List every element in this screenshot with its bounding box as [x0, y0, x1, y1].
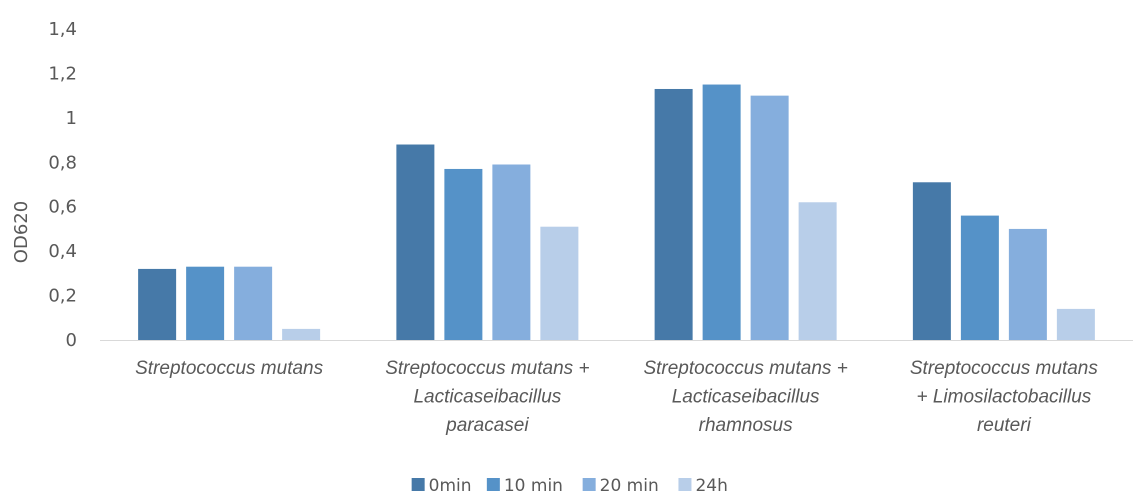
bar — [750, 95, 789, 341]
y-tick-label: 0 — [66, 330, 77, 351]
legend-swatch — [486, 478, 500, 491]
bars — [138, 84, 1095, 341]
legend-label: 20 min — [600, 476, 659, 496]
bar — [444, 168, 483, 340]
y-tick-label: 0,8 — [48, 152, 77, 173]
y-tick-label: 1,4 — [48, 19, 77, 40]
bar — [396, 144, 435, 340]
y-tick-label: 1,2 — [48, 63, 77, 84]
bar — [1008, 228, 1047, 340]
bar — [798, 202, 837, 340]
bar — [912, 182, 951, 340]
category-label: Streptococcus mutans — [135, 358, 323, 379]
bar — [1056, 308, 1095, 340]
y-tick-label: 1 — [66, 108, 77, 129]
bar — [234, 266, 273, 340]
bar — [540, 226, 579, 340]
bar — [960, 215, 999, 340]
legend-swatch — [678, 478, 692, 491]
bar — [186, 266, 225, 340]
bar — [138, 268, 177, 340]
legend: 0min 10 min 20 min 24h — [411, 476, 728, 496]
legend-label: 0min — [429, 476, 472, 496]
category-label: Streptococcus mutans + Lacticaseibacillus… — [385, 358, 589, 436]
y-axis-title: OD620 — [11, 201, 32, 263]
bar — [282, 328, 321, 340]
legend-label: 10 min — [504, 476, 563, 496]
legend-swatch — [582, 478, 596, 491]
legend-label: 24h — [695, 476, 727, 496]
category-label: Streptococcus mutans + Lacticaseibacillus… — [643, 358, 847, 436]
bar — [654, 88, 693, 340]
y-tick-label: 0,6 — [48, 197, 77, 218]
y-tick-label: 0,4 — [48, 241, 77, 262]
category-labels: Streptococcus mutans Streptococcus mutans… — [135, 358, 1098, 436]
category-label: Streptococcus mutans + Limosilactobacillu… — [910, 358, 1098, 436]
bar — [702, 84, 741, 341]
legend-swatch — [411, 478, 425, 491]
y-tick-label: 0,2 — [48, 286, 77, 307]
bar — [492, 164, 531, 340]
y-axis-ticks: 0 0,2 0,4 0,6 0,8 1 1,2 1,4 — [48, 19, 77, 351]
